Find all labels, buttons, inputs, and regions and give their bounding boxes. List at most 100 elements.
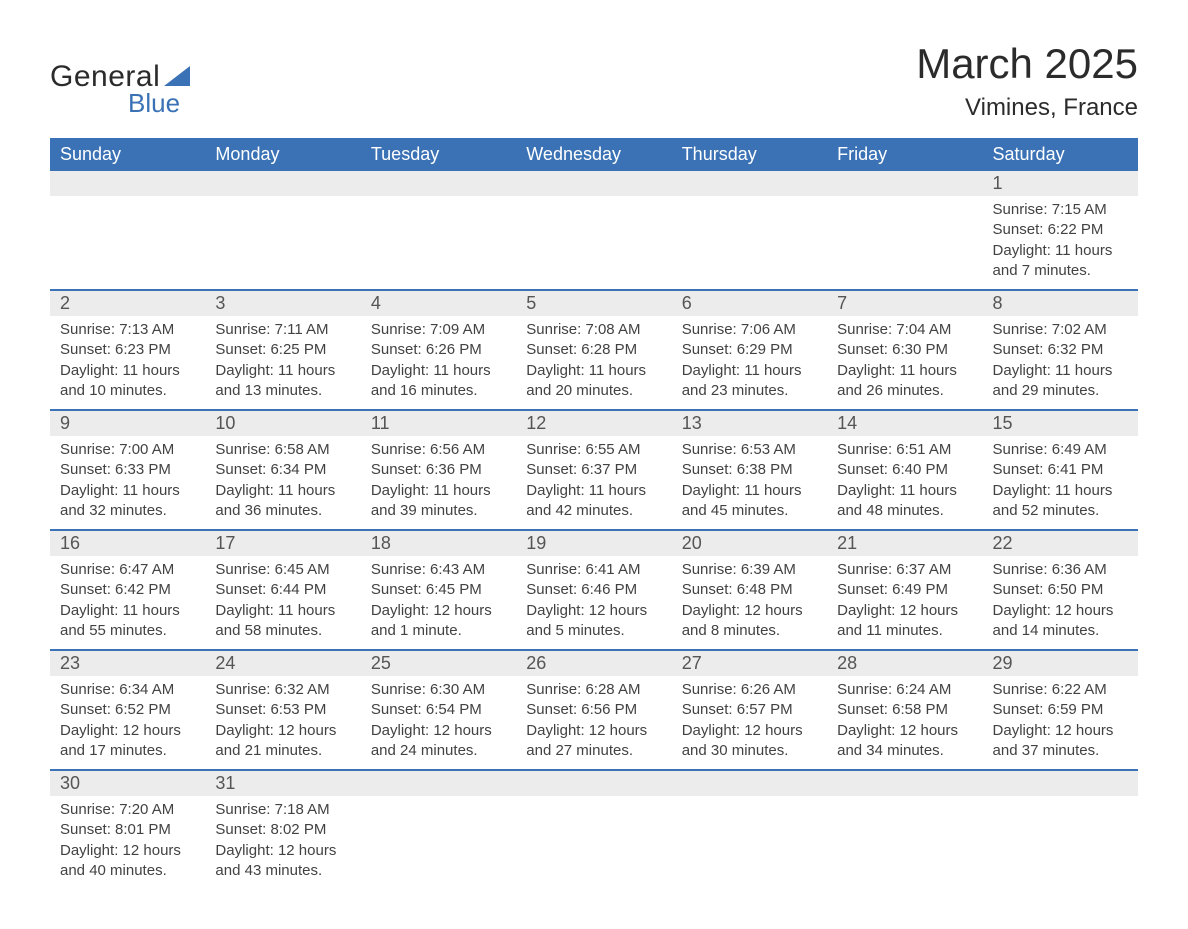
day-number-cell xyxy=(672,171,827,196)
day-sunrise: Sunrise: 6:34 AM xyxy=(60,680,195,700)
day-sunrise: Sunrise: 7:13 AM xyxy=(60,320,195,340)
day-daylight: Daylight: 12 hours and 40 minutes. xyxy=(60,841,195,882)
page-header: General Blue March 2025 Vimines, France xyxy=(50,40,1138,122)
day-header: Saturday xyxy=(983,138,1138,171)
day-daylight: Daylight: 12 hours and 21 minutes. xyxy=(215,721,350,762)
day-detail-cell: Sunrise: 6:45 AMSunset: 6:44 PMDaylight:… xyxy=(205,556,360,650)
day-detail-cell: Sunrise: 6:47 AMSunset: 6:42 PMDaylight:… xyxy=(50,556,205,650)
week-detail-row: Sunrise: 6:47 AMSunset: 6:42 PMDaylight:… xyxy=(50,556,1138,650)
day-number-cell xyxy=(983,770,1138,796)
day-sunset: Sunset: 6:22 PM xyxy=(993,220,1128,240)
week-detail-row: Sunrise: 7:20 AMSunset: 8:01 PMDaylight:… xyxy=(50,796,1138,889)
day-number-cell: 8 xyxy=(983,290,1138,316)
day-detail-cell xyxy=(672,196,827,290)
day-detail-cell: Sunrise: 7:00 AMSunset: 6:33 PMDaylight:… xyxy=(50,436,205,530)
day-number-cell: 30 xyxy=(50,770,205,796)
day-number-cell: 21 xyxy=(827,530,982,556)
day-detail-cell: Sunrise: 6:43 AMSunset: 6:45 PMDaylight:… xyxy=(361,556,516,650)
day-number-cell: 27 xyxy=(672,650,827,676)
day-daylight: Daylight: 11 hours and 58 minutes. xyxy=(215,601,350,642)
day-detail-cell xyxy=(983,796,1138,889)
day-detail-cell: Sunrise: 6:56 AMSunset: 6:36 PMDaylight:… xyxy=(361,436,516,530)
day-number-cell: 9 xyxy=(50,410,205,436)
calendar-table: Sunday Monday Tuesday Wednesday Thursday… xyxy=(50,138,1138,889)
day-number-cell xyxy=(516,770,671,796)
day-detail-cell: Sunrise: 6:41 AMSunset: 6:46 PMDaylight:… xyxy=(516,556,671,650)
day-daylight: Daylight: 11 hours and 7 minutes. xyxy=(993,241,1128,282)
day-sunrise: Sunrise: 7:09 AM xyxy=(371,320,506,340)
day-sunset: Sunset: 6:48 PM xyxy=(682,580,817,600)
day-number: 13 xyxy=(682,413,702,433)
day-sunrise: Sunrise: 6:47 AM xyxy=(60,560,195,580)
day-number: 28 xyxy=(837,653,857,673)
day-number-cell: 14 xyxy=(827,410,982,436)
day-sunset: Sunset: 6:46 PM xyxy=(526,580,661,600)
day-sunset: Sunset: 6:58 PM xyxy=(837,700,972,720)
day-daylight: Daylight: 11 hours and 32 minutes. xyxy=(60,481,195,522)
day-daylight: Daylight: 11 hours and 48 minutes. xyxy=(837,481,972,522)
day-number: 24 xyxy=(215,653,235,673)
logo: General Blue xyxy=(50,40,190,119)
day-sunrise: Sunrise: 6:24 AM xyxy=(837,680,972,700)
title-block: March 2025 Vimines, France xyxy=(916,40,1138,122)
day-number-cell: 26 xyxy=(516,650,671,676)
day-number-cell: 17 xyxy=(205,530,360,556)
day-sunrise: Sunrise: 7:11 AM xyxy=(215,320,350,340)
day-sunrise: Sunrise: 7:00 AM xyxy=(60,440,195,460)
day-number: 25 xyxy=(371,653,391,673)
day-number-cell: 4 xyxy=(361,290,516,316)
day-sunset: Sunset: 6:34 PM xyxy=(215,460,350,480)
week-detail-row: Sunrise: 7:15 AMSunset: 6:22 PMDaylight:… xyxy=(50,196,1138,290)
day-daylight: Daylight: 11 hours and 26 minutes. xyxy=(837,361,972,402)
day-sunset: Sunset: 6:41 PM xyxy=(993,460,1128,480)
day-number: 5 xyxy=(526,293,536,313)
day-number: 1 xyxy=(993,173,1003,193)
day-number-cell: 16 xyxy=(50,530,205,556)
day-number-cell xyxy=(827,770,982,796)
day-detail-cell: Sunrise: 6:22 AMSunset: 6:59 PMDaylight:… xyxy=(983,676,1138,770)
day-detail-cell: Sunrise: 7:20 AMSunset: 8:01 PMDaylight:… xyxy=(50,796,205,889)
day-daylight: Daylight: 12 hours and 24 minutes. xyxy=(371,721,506,762)
day-daylight: Daylight: 12 hours and 34 minutes. xyxy=(837,721,972,762)
day-detail-cell: Sunrise: 6:28 AMSunset: 6:56 PMDaylight:… xyxy=(516,676,671,770)
day-number: 14 xyxy=(837,413,857,433)
day-number: 19 xyxy=(526,533,546,553)
day-sunset: Sunset: 8:02 PM xyxy=(215,820,350,840)
day-number-cell xyxy=(205,171,360,196)
day-sunset: Sunset: 6:56 PM xyxy=(526,700,661,720)
day-number: 26 xyxy=(526,653,546,673)
day-number: 4 xyxy=(371,293,381,313)
week-daynum-row: 2345678 xyxy=(50,290,1138,316)
day-header: Tuesday xyxy=(361,138,516,171)
day-detail-cell xyxy=(361,196,516,290)
day-detail-cell: Sunrise: 6:30 AMSunset: 6:54 PMDaylight:… xyxy=(361,676,516,770)
day-number-cell: 2 xyxy=(50,290,205,316)
day-daylight: Daylight: 11 hours and 45 minutes. xyxy=(682,481,817,522)
day-header-row: Sunday Monday Tuesday Wednesday Thursday… xyxy=(50,138,1138,171)
day-number-cell: 23 xyxy=(50,650,205,676)
day-daylight: Daylight: 11 hours and 55 minutes. xyxy=(60,601,195,642)
day-sunset: Sunset: 6:54 PM xyxy=(371,700,506,720)
day-daylight: Daylight: 12 hours and 8 minutes. xyxy=(682,601,817,642)
week-daynum-row: 16171819202122 xyxy=(50,530,1138,556)
day-sunrise: Sunrise: 6:43 AM xyxy=(371,560,506,580)
day-sunrise: Sunrise: 6:30 AM xyxy=(371,680,506,700)
day-sunset: Sunset: 6:59 PM xyxy=(993,700,1128,720)
day-header: Sunday xyxy=(50,138,205,171)
day-sunset: Sunset: 6:45 PM xyxy=(371,580,506,600)
day-daylight: Daylight: 12 hours and 1 minute. xyxy=(371,601,506,642)
day-daylight: Daylight: 11 hours and 16 minutes. xyxy=(371,361,506,402)
day-number-cell: 19 xyxy=(516,530,671,556)
day-sunset: Sunset: 6:26 PM xyxy=(371,340,506,360)
day-detail-cell: Sunrise: 6:34 AMSunset: 6:52 PMDaylight:… xyxy=(50,676,205,770)
day-daylight: Daylight: 11 hours and 29 minutes. xyxy=(993,361,1128,402)
day-number: 29 xyxy=(993,653,1013,673)
day-detail-cell: Sunrise: 6:53 AMSunset: 6:38 PMDaylight:… xyxy=(672,436,827,530)
day-number-cell: 7 xyxy=(827,290,982,316)
day-header: Thursday xyxy=(672,138,827,171)
day-sunrise: Sunrise: 6:55 AM xyxy=(526,440,661,460)
day-sunrise: Sunrise: 6:58 AM xyxy=(215,440,350,460)
day-detail-cell xyxy=(205,196,360,290)
day-sunrise: Sunrise: 6:36 AM xyxy=(993,560,1128,580)
day-number: 15 xyxy=(993,413,1013,433)
